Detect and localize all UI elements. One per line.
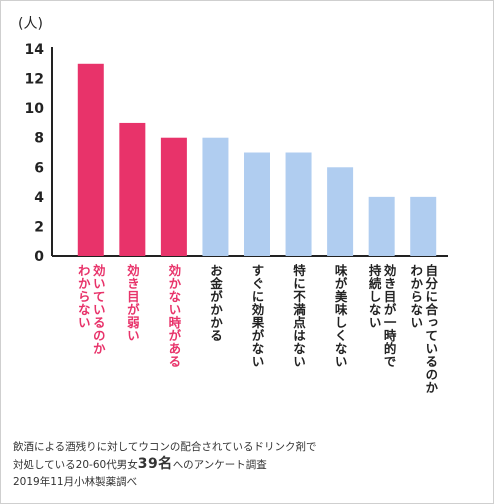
respondent-count: 39名	[137, 456, 173, 472]
bar	[410, 196, 437, 256]
y-tick-label: 6	[34, 160, 44, 176]
x-category-label: 自分に合っているのか	[423, 263, 438, 394]
y-tick-label: 0	[34, 249, 44, 265]
x-category-label: すぐに効果がない	[250, 264, 265, 368]
x-category-label: 味が美味しくない	[333, 263, 348, 368]
y-tick-label: 14	[25, 42, 45, 58]
y-tick-label: 12	[25, 72, 44, 88]
x-category-label: お金がかかる	[208, 264, 223, 342]
x-category-label: わからない	[76, 264, 91, 329]
bar	[285, 152, 312, 256]
bar	[368, 196, 395, 256]
survey-note-prefix: 対処している20-60代男女	[13, 459, 138, 471]
y-tick-label: 10	[25, 101, 45, 117]
y-axis-unit-label: (人)	[18, 16, 43, 32]
y-tick-label: 4	[34, 190, 44, 206]
bar	[77, 63, 104, 257]
bar	[327, 167, 354, 256]
y-tick-label: 8	[34, 131, 44, 147]
x-category-label: 効かない時がある	[166, 263, 181, 368]
x-category-label: 効いているのか	[91, 263, 106, 355]
x-category-label: 効き目が一時的で	[382, 263, 397, 368]
survey-source: 2019年11月小林製薬調べ	[13, 476, 138, 488]
x-category-label: 持続しない	[367, 263, 382, 329]
y-tick-label: 2	[34, 219, 44, 235]
bar	[119, 122, 146, 256]
survey-note-line-2: 対処している20-60代男女39名へのアンケート調査	[13, 457, 483, 472]
bar	[160, 137, 187, 256]
survey-note-suffix: へのアンケート調査	[172, 459, 267, 471]
survey-note-line-1: 飲酒による酒残りに対してウコンの配合されているドリンク剤で	[13, 441, 317, 453]
x-category-label: 特に不満点はない	[291, 263, 306, 368]
bar	[244, 152, 270, 256]
bar	[202, 137, 229, 256]
x-category-label: 効き目が弱い	[125, 263, 140, 342]
x-category-label: わからない	[408, 264, 423, 329]
